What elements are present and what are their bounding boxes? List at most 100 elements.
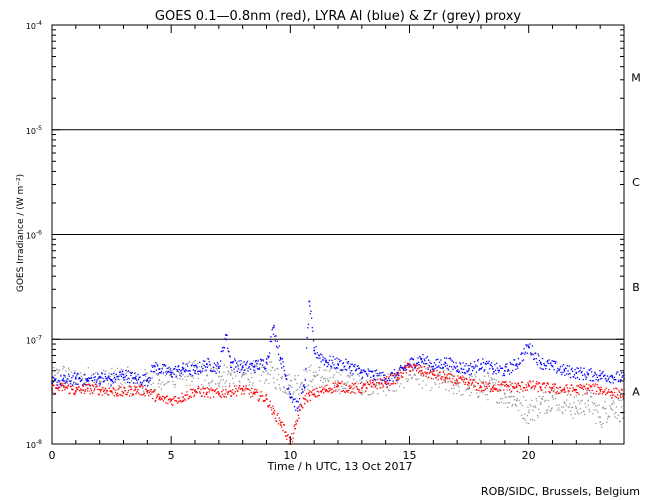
data-point (159, 368, 161, 370)
data-point (192, 369, 194, 371)
data-point (604, 407, 607, 410)
data-point (424, 359, 426, 362)
data-point (432, 377, 435, 380)
data-point (229, 356, 231, 358)
data-point (84, 390, 86, 392)
data-point (60, 375, 62, 377)
data-point (251, 395, 254, 397)
data-point (259, 363, 261, 365)
data-point (133, 377, 135, 379)
data-point (155, 389, 157, 391)
data-point (546, 412, 548, 414)
data-point (519, 362, 521, 364)
data-point (265, 393, 268, 396)
data-point (123, 387, 126, 389)
data-point (515, 364, 518, 366)
data-point (210, 367, 212, 370)
data-point (505, 380, 507, 383)
data-point (587, 373, 590, 376)
data-point (425, 357, 427, 359)
data-point (401, 372, 403, 374)
data-point (381, 379, 383, 382)
data-point (434, 382, 436, 384)
data-point (214, 390, 216, 392)
data-point (194, 390, 196, 392)
data-point (134, 377, 137, 380)
data-point (409, 358, 411, 360)
data-point (174, 399, 176, 402)
data-point (372, 392, 374, 395)
data-point (267, 356, 270, 359)
data-point (212, 389, 214, 391)
data-point (577, 367, 579, 370)
data-point (57, 384, 59, 386)
data-point (294, 375, 296, 377)
data-point (293, 425, 296, 427)
data-point (478, 378, 481, 381)
data-point (234, 385, 236, 387)
data-point (157, 365, 159, 367)
data-point (592, 403, 595, 405)
data-point (113, 372, 115, 374)
data-point (599, 374, 601, 377)
data-point (237, 364, 239, 366)
data-point (454, 382, 457, 384)
data-point (323, 359, 325, 361)
data-point (596, 376, 598, 378)
data-point (269, 404, 271, 406)
data-point (130, 372, 133, 375)
data-point (500, 383, 502, 385)
data-point (174, 368, 176, 370)
data-point (610, 394, 612, 397)
data-point (276, 367, 278, 370)
data-point (337, 386, 339, 388)
data-point (174, 365, 177, 368)
data-point (354, 370, 357, 372)
data-point (582, 394, 584, 396)
data-point (274, 335, 276, 338)
data-point (506, 386, 508, 388)
data-point (361, 378, 363, 380)
data-point (485, 381, 487, 383)
data-point (521, 404, 523, 407)
data-point (269, 340, 271, 342)
data-point (313, 347, 315, 349)
data-point (265, 358, 268, 360)
data-point (155, 372, 158, 374)
data-point (335, 390, 337, 392)
data-point (150, 377, 152, 379)
data-point (121, 390, 123, 393)
data-point (599, 390, 602, 392)
data-point (492, 387, 494, 390)
data-point (353, 387, 355, 389)
data-point (211, 379, 214, 382)
data-point (563, 388, 566, 391)
data-point (72, 375, 74, 377)
x-axis-label: Time / h UTC, 13 Oct 2017 (267, 460, 413, 473)
data-point (556, 390, 558, 393)
data-point (324, 361, 327, 363)
data-point (499, 384, 501, 386)
data-point (272, 367, 274, 369)
data-point (614, 416, 616, 418)
data-point (137, 373, 139, 376)
data-point (136, 390, 138, 393)
chart-title: GOES 0.1—0.8nm (red), LYRA Al (blue) & Z… (155, 9, 521, 24)
data-point (340, 374, 342, 376)
data-point (440, 378, 443, 381)
data-point (126, 394, 128, 396)
data-point (341, 369, 343, 371)
data-point (621, 376, 623, 378)
data-point (55, 378, 57, 380)
data-point (162, 400, 165, 402)
data-point (162, 381, 164, 383)
data-point (160, 372, 162, 374)
data-point (221, 375, 223, 377)
data-point (186, 365, 189, 367)
data-point (216, 391, 219, 394)
data-point (275, 335, 277, 337)
data-point (134, 387, 137, 389)
data-point (184, 371, 186, 373)
data-point (552, 383, 554, 385)
data-point (517, 367, 519, 369)
